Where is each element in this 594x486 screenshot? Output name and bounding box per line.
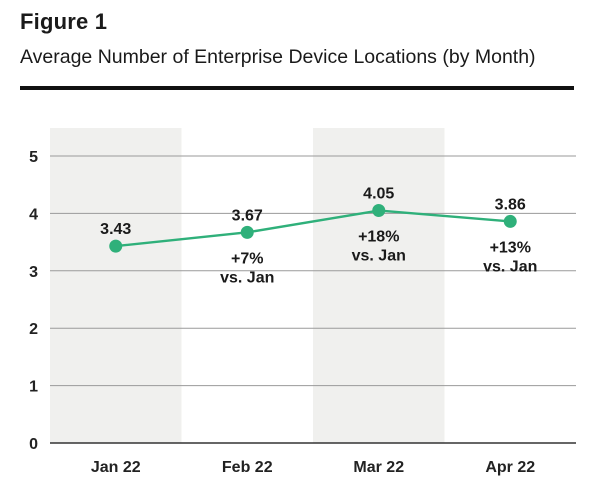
x-tick-label: Jan 22 (91, 459, 141, 476)
value-label: 3.86 (495, 196, 526, 213)
x-tick-label: Feb 22 (222, 459, 273, 476)
data-point-apr-22 (503, 214, 517, 228)
change-label: +18% (358, 229, 399, 246)
shaded-band-mar-22 (313, 128, 445, 443)
data-point-mar-22 (372, 204, 386, 218)
y-tick-label: 4 (29, 206, 38, 223)
title-divider (20, 86, 574, 90)
y-tick-label: 2 (29, 321, 38, 338)
figure-label: Figure 1 (20, 9, 108, 34)
value-label: 4.05 (363, 186, 394, 203)
x-tick-label: Apr 22 (485, 459, 535, 476)
x-axis-ticks: Jan 22 Feb 22 Mar 22 Apr 22 (91, 459, 535, 476)
shaded-band-jan-22 (50, 128, 182, 443)
x-tick-label: Mar 22 (353, 459, 404, 476)
value-label: 3.67 (232, 207, 263, 224)
y-tick-label: 1 (29, 379, 38, 396)
data-point-jan-22 (109, 239, 123, 253)
change-label: vs. Jan (352, 248, 406, 265)
change-label: +13% (490, 239, 531, 256)
data-point-feb-22 (240, 225, 254, 239)
change-label: vs. Jan (220, 269, 274, 286)
y-axis-ticks: 0 1 2 3 4 5 (29, 149, 38, 453)
value-label: 3.43 (100, 221, 131, 238)
y-tick-label: 3 (29, 264, 38, 281)
gridlines (50, 155, 576, 444)
y-tick-label: 0 (29, 436, 38, 453)
chart-title: Average Number of Enterprise Device Loca… (20, 46, 536, 68)
change-label: vs. Jan (483, 258, 537, 275)
y-tick-label: 5 (29, 149, 38, 166)
shaded-bands (50, 128, 445, 443)
data-labels: 3.43 3.67 4.05 3.86 +7% vs. Jan +18% vs. Jan +13… (100, 186, 537, 287)
change-label: +7% (231, 250, 263, 267)
series-line (115, 209, 511, 248)
series-group (109, 204, 517, 253)
